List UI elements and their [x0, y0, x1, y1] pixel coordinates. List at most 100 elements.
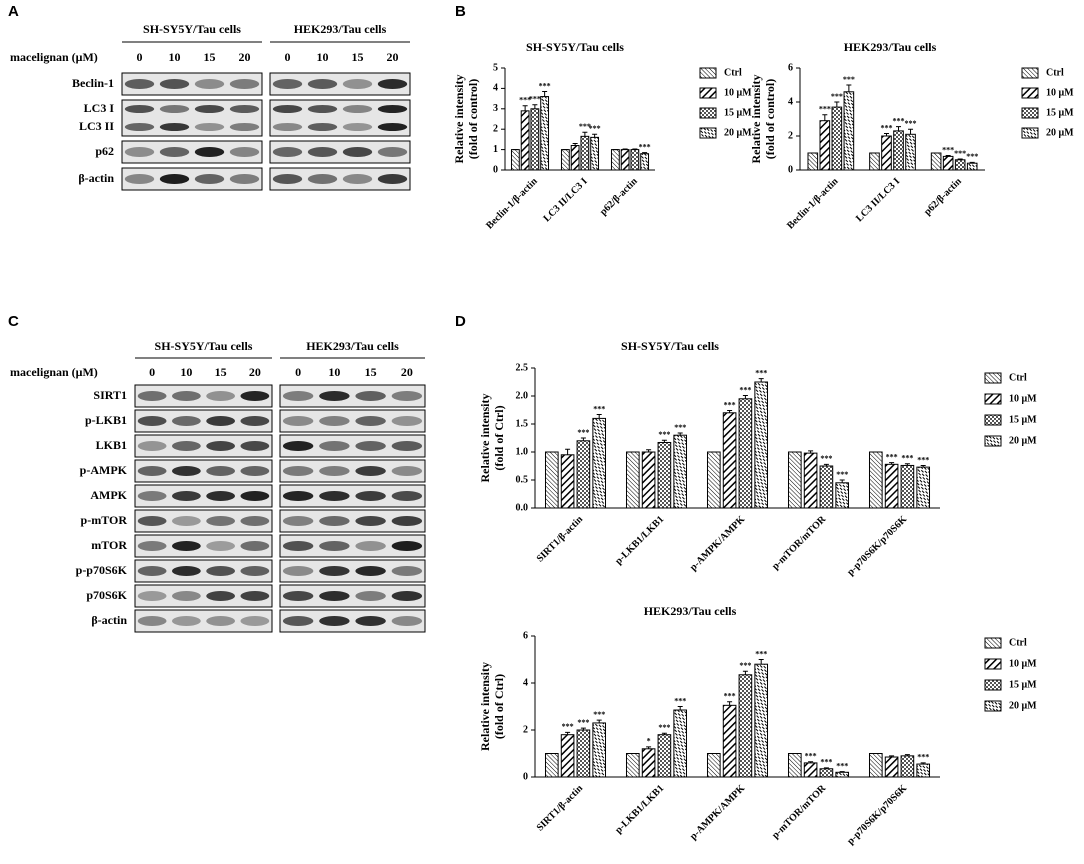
error-bar [904, 754, 910, 756]
x-tick-label: p-LKB1/LKB1 [613, 783, 666, 836]
error-bar [808, 450, 814, 454]
protein-label: p-p70S6K [76, 563, 128, 577]
blot-band [137, 441, 167, 451]
y-axis-label: (fold of Ctrl) [492, 674, 506, 739]
error-bar [646, 449, 652, 452]
panel-label: C [8, 313, 19, 330]
error-bar [920, 762, 926, 765]
error-bar [889, 755, 895, 758]
y-tick-label: 2 [523, 724, 528, 735]
blot-strip [134, 484, 273, 508]
dose-label: 15 [365, 365, 377, 379]
blot-band [240, 516, 270, 526]
blot-band [307, 105, 338, 113]
bar [869, 152, 880, 171]
blot-band [307, 147, 338, 157]
error-bar [904, 463, 910, 466]
blot-band [137, 491, 167, 501]
error-bar [542, 90, 548, 97]
error-bar [839, 479, 845, 483]
bar [640, 153, 650, 171]
bar [787, 451, 802, 509]
error-bar [582, 131, 588, 137]
legend-label: 20 μM [1009, 435, 1037, 446]
bar [630, 149, 640, 171]
blot-band [282, 541, 314, 551]
blot-band [240, 416, 270, 426]
bar [540, 96, 550, 171]
blot-band [377, 174, 408, 184]
blot-band [159, 174, 190, 184]
panel-label: B [455, 3, 466, 20]
x-tick-label: p-AMPK/AMPK [688, 514, 747, 573]
y-tick-label: 1.0 [516, 446, 529, 457]
blot-band [206, 491, 236, 501]
blot-band [137, 591, 167, 601]
blot-strip [279, 484, 426, 508]
bar [560, 734, 575, 778]
blot-band [229, 79, 260, 89]
y-axis-label: Relative intensity [478, 394, 492, 483]
cell-header: HEK293/Tau cells [306, 339, 399, 353]
blot-band [206, 416, 236, 426]
significance: *** [805, 752, 817, 761]
bar [610, 149, 620, 171]
blot-band [319, 416, 350, 426]
bar [657, 441, 672, 509]
blot-band [282, 491, 314, 501]
bar [544, 753, 559, 778]
significance: *** [577, 428, 589, 437]
blot-band [206, 566, 236, 576]
bar [625, 753, 640, 778]
y-axis-label: Relative intensity [452, 75, 466, 164]
blot-band [342, 123, 373, 131]
blot-band [137, 541, 167, 551]
blot-band [159, 123, 190, 131]
legend-label: 10 μM [1046, 87, 1074, 98]
blot-band [137, 566, 167, 576]
blot-strip [269, 140, 411, 164]
chart-title: SH-SY5Y/Tau cells [621, 339, 719, 353]
blot-band [282, 466, 314, 476]
protein-label: p70S6K [86, 588, 127, 602]
x-tick-label: SIRT1/β-actin [535, 514, 586, 565]
legend-swatch [1021, 67, 1039, 79]
significance: *** [674, 696, 686, 705]
significance: *** [820, 758, 832, 767]
blot-band [206, 616, 236, 626]
blot-band [391, 491, 423, 501]
dose-title: macelignan (μM) [10, 50, 98, 64]
blot-band [319, 491, 350, 501]
bar [560, 454, 575, 509]
significance: *** [942, 145, 954, 154]
blot-band [229, 123, 260, 131]
blot-strip [279, 534, 426, 558]
blot-band [206, 441, 236, 451]
significance: *** [836, 470, 848, 479]
bar [560, 149, 570, 171]
y-tick-label: 4 [788, 96, 793, 107]
blot-band [282, 391, 314, 401]
bar [592, 417, 607, 509]
bar [673, 709, 688, 778]
blot-band [391, 416, 423, 426]
blot-band [355, 391, 386, 401]
significance: *** [739, 661, 751, 670]
blot-band [342, 105, 373, 113]
significance: *** [589, 124, 601, 133]
y-tick-label: 4 [493, 83, 498, 94]
bar [580, 135, 590, 171]
legend-swatch [984, 658, 1002, 670]
significance: *** [539, 81, 551, 90]
blot-band [194, 147, 225, 157]
legend-label: Ctrl [1009, 372, 1027, 383]
protein-label: β-actin [91, 613, 127, 627]
y-tick-label: 0 [523, 771, 528, 782]
legend-swatch [984, 414, 1002, 426]
blot-strip [134, 559, 273, 583]
y-tick-label: 2 [493, 123, 498, 134]
significance: *** [755, 649, 767, 658]
bar [641, 451, 656, 509]
blot-strip [134, 609, 273, 633]
significance: *** [639, 142, 651, 151]
